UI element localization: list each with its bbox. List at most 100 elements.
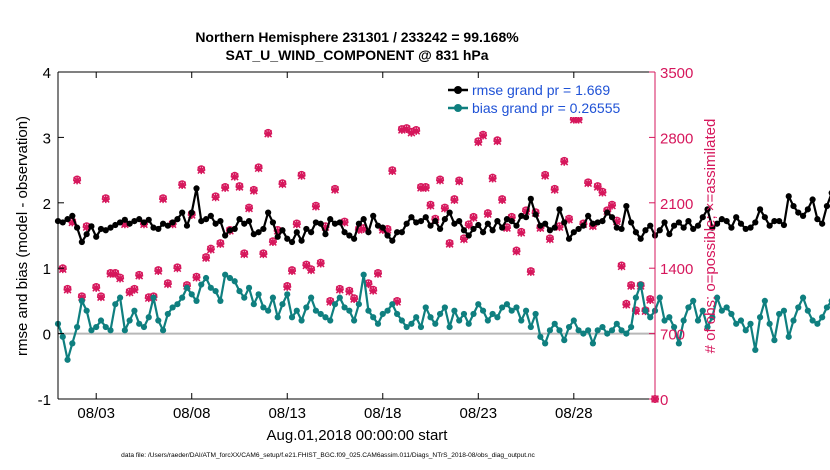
rmse-point [809, 196, 816, 203]
rmse-point [260, 225, 267, 233]
rmse-point [728, 224, 735, 231]
rmse-point [360, 216, 367, 223]
obs-assimilated-marker [397, 125, 406, 134]
obs-assimilated-marker [192, 273, 201, 282]
y-right-tick-label: 700 [660, 327, 685, 344]
bias-point [704, 323, 711, 331]
bias-point [69, 340, 76, 347]
rmse-point [752, 219, 759, 226]
rmse-point [436, 225, 444, 233]
bias-point [370, 314, 377, 321]
bias-point [260, 304, 267, 311]
rmse-point [499, 224, 506, 231]
rmse-point [188, 209, 195, 216]
bias-point [690, 297, 697, 304]
bias-point [288, 314, 296, 321]
bias-point [747, 320, 754, 327]
bias-point [236, 287, 243, 295]
rmse-point [370, 212, 377, 219]
bias-point [599, 323, 606, 331]
bias-point [88, 327, 95, 334]
obs-assimilated-marker [550, 185, 559, 194]
rmse-point [336, 219, 343, 226]
bias-point [93, 323, 100, 331]
rmse-point [427, 222, 434, 229]
obs-assimilated-marker [130, 285, 139, 294]
obs-assimilated-marker [436, 176, 445, 185]
obs-assimilated-marker [159, 195, 168, 204]
bias-point [413, 314, 420, 321]
obs-assimilated-marker [459, 235, 468, 244]
rmse-point [580, 222, 587, 229]
obs-assimilated-marker [584, 179, 593, 188]
bias-point [432, 320, 439, 327]
bias-point [709, 314, 716, 321]
obs-assimilated-marker [144, 294, 153, 303]
y-left-tick-label: 1 [43, 261, 51, 278]
obs-assimilated-marker [101, 195, 110, 204]
obs-assimilated-marker [488, 174, 497, 183]
y-right-tick-label: 2100 [660, 196, 693, 213]
obs-assimilated-marker [517, 228, 526, 237]
rmse-point [780, 221, 788, 229]
bias-point [155, 317, 162, 324]
rmse-point [422, 214, 429, 221]
obs-assimilated-marker [321, 223, 330, 232]
obs-assimilated-marker [73, 176, 82, 185]
rmse-point [351, 235, 358, 242]
y-right-tick-label: 2800 [660, 130, 693, 147]
obs-assimilated-marker [273, 226, 282, 235]
rmse-point [585, 212, 592, 219]
bias-point [351, 317, 358, 324]
obs-assimilated-marker [249, 186, 258, 195]
rmse-point [83, 231, 90, 238]
bias-point [589, 340, 597, 347]
legend-box [444, 79, 642, 117]
bias-point [532, 310, 539, 318]
rmse-point [365, 229, 372, 236]
obs-assimilated-marker [426, 201, 435, 210]
bias-point [121, 327, 128, 334]
obs-assimilated-marker [402, 124, 411, 133]
bias-point [460, 310, 468, 318]
y-left-tick-label: 0 [43, 327, 51, 344]
bias-point [183, 284, 191, 291]
rmse-point [675, 219, 682, 226]
rmse-point [632, 229, 639, 236]
obs-assimilated-marker [58, 265, 67, 274]
bias-point [728, 310, 735, 318]
rmse-point [565, 235, 573, 242]
obs-assimilated-marker [254, 164, 263, 173]
bias-point [255, 291, 262, 298]
bias-point [408, 320, 415, 327]
obs-assimilated-marker [206, 245, 215, 254]
rmse-point [413, 219, 420, 226]
bias-point [570, 317, 577, 324]
rmse-point [756, 206, 764, 213]
rmse-point [112, 221, 119, 229]
rmse-point [183, 222, 191, 229]
rmse-point [618, 225, 625, 233]
bias-point [618, 327, 625, 334]
bias-point [632, 294, 639, 301]
x-axis-label: Aug.01,2018 00:00:00 start [267, 427, 449, 444]
bias-point [513, 304, 520, 311]
rmse-point [441, 216, 448, 223]
bias-point [565, 323, 573, 331]
bias-point [159, 327, 167, 334]
rmse-point [207, 212, 214, 219]
rmse-point [236, 216, 243, 223]
obs-assimilated-marker [498, 195, 507, 204]
bias-point [494, 314, 501, 321]
obs-assimilated-marker [646, 295, 655, 304]
rmse-point [78, 238, 85, 246]
obs-assimilated-marker [292, 220, 301, 229]
bias-point [83, 307, 90, 314]
y-axis-left-label: rmse and bias (model - observation) [14, 116, 31, 356]
bias-point [393, 310, 401, 318]
bias-point [671, 323, 678, 331]
rmse-point [575, 225, 582, 233]
bias-point [379, 310, 386, 318]
obs-assimilated-marker [455, 177, 464, 186]
bias-point [508, 307, 515, 314]
